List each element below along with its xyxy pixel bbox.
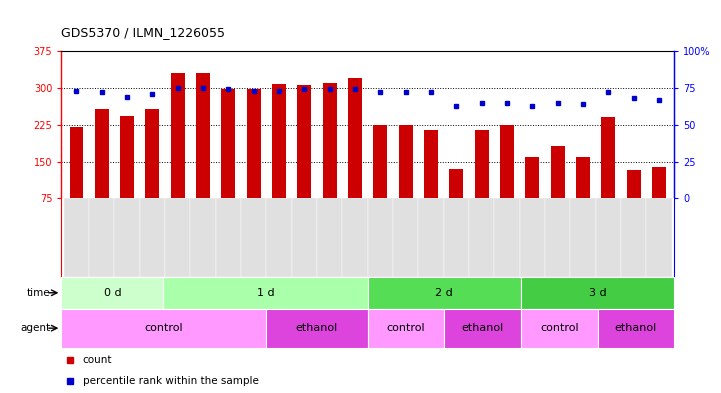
Bar [190,198,216,277]
Bar [265,309,368,348]
Bar [64,198,89,277]
Bar [576,157,590,198]
Text: 3 d: 3 d [589,288,606,298]
Bar [247,89,261,198]
Bar [140,198,165,277]
Bar [646,198,671,277]
Bar [146,108,159,198]
Bar [323,83,337,198]
Bar [444,309,521,348]
Bar [368,277,521,309]
Bar [348,78,362,198]
Text: control: control [540,323,578,333]
Text: percentile rank within the sample: percentile rank within the sample [83,376,259,386]
Bar [424,130,438,198]
Text: control: control [144,323,182,333]
Text: GDS5370 / ILMN_1226055: GDS5370 / ILMN_1226055 [61,26,225,39]
Bar [373,125,387,198]
Text: 0 d: 0 d [104,288,121,298]
Bar [298,85,311,198]
Bar [267,198,292,277]
Bar [570,198,596,277]
Bar [196,73,210,198]
Bar [469,198,495,277]
Text: ethanol: ethanol [461,323,504,333]
Bar [621,198,646,277]
Text: agent: agent [20,323,50,333]
Bar [601,118,615,198]
Bar [216,198,241,277]
Bar [652,167,666,198]
Text: 2 d: 2 d [435,288,454,298]
Bar [443,198,469,277]
Text: ethanol: ethanol [615,323,657,333]
Bar [495,198,520,277]
Text: time: time [27,288,50,298]
Bar [69,127,84,198]
Bar [61,309,265,348]
Bar [399,125,412,198]
Text: control: control [386,323,425,333]
Bar [221,89,235,198]
Bar [95,108,109,198]
Bar [627,170,640,198]
Bar [598,309,674,348]
Bar [317,198,342,277]
Bar [241,198,267,277]
Bar [115,198,140,277]
Bar [551,146,565,198]
Text: ethanol: ethanol [296,323,337,333]
Bar [165,198,190,277]
Bar [545,198,570,277]
Text: count: count [83,354,112,365]
Bar [368,198,393,277]
Bar [449,169,464,198]
Bar [342,198,368,277]
Bar [292,198,317,277]
Text: 1 d: 1 d [257,288,275,298]
Bar [474,130,489,198]
Bar [368,309,444,348]
Bar [164,277,368,309]
Bar [393,198,418,277]
Bar [521,309,598,348]
Bar [120,116,134,198]
Bar [500,125,514,198]
Bar [521,277,674,309]
Bar [272,84,286,198]
Bar [596,198,621,277]
Bar [418,198,443,277]
Bar [520,198,545,277]
Bar [89,198,115,277]
Bar [526,157,539,198]
Bar [171,73,185,198]
Bar [61,277,164,309]
